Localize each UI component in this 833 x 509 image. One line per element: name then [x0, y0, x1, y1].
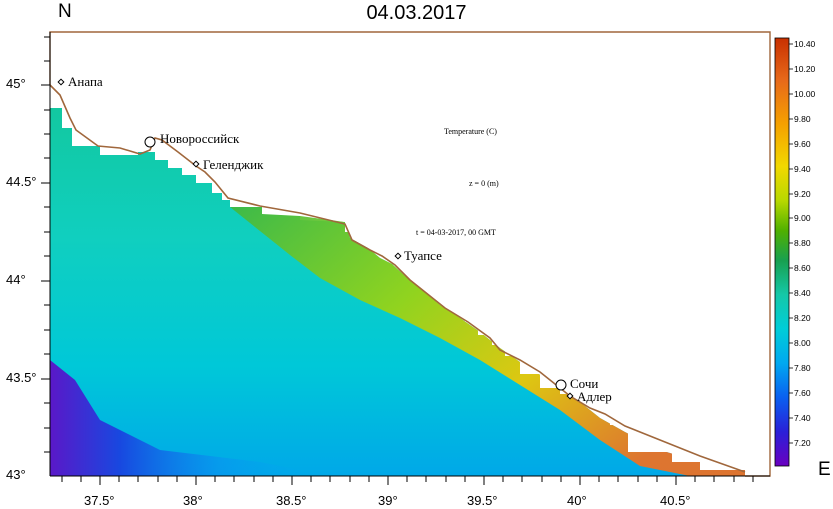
y-tick-label: 44°: [6, 272, 26, 287]
colorbar-label: 8.00: [794, 338, 811, 348]
colorbar-label: 8.40: [794, 288, 811, 298]
colorbar-label: 9.80: [794, 114, 811, 124]
x-tick-label: 38.5°: [276, 493, 307, 508]
adler-marker: [566, 392, 574, 400]
city-label-anapa: Анапа: [68, 74, 103, 89]
colorbar-label: 8.60: [794, 263, 811, 273]
colorbar-label: 9.20: [794, 189, 811, 199]
colorbar-label: 9.40: [794, 164, 811, 174]
colorbar-label: 7.20: [794, 438, 811, 448]
city-label-adler: Адлер: [577, 389, 612, 404]
x-tick-label: 40.5°: [660, 493, 691, 508]
warm-coastal-band: [230, 207, 745, 476]
y-tick-label: 43°: [6, 467, 26, 482]
x-tick-label: 38°: [183, 493, 203, 508]
colorbar-label: 10.40: [794, 39, 816, 49]
colorbar-label: 9.00: [794, 213, 811, 223]
east-label: E: [818, 459, 831, 480]
annotation-time: t = 04-03-2017, 00 GMT: [416, 228, 496, 237]
land-mask: [50, 32, 770, 476]
colorbar-label: 8.20: [794, 313, 811, 323]
city-label-gelendzhik: Геленджик: [203, 157, 264, 172]
novorossiysk-marker: [144, 136, 156, 148]
colorbar-label: 7.60: [794, 388, 811, 398]
colorbar-label: 10.00: [794, 89, 816, 99]
colorbar-label: 7.80: [794, 363, 811, 373]
annotation-variable: Temperature (C): [444, 127, 497, 136]
sochi-marker: [555, 379, 567, 391]
colorbar-label: 10.20: [794, 64, 816, 74]
y-tick-label: 43.5°: [6, 370, 37, 385]
y-tick-label: 44.5°: [6, 174, 37, 189]
colorbar-label: 9.60: [794, 139, 811, 149]
north-label: N: [58, 1, 72, 22]
x-tick-label: 39°: [378, 493, 398, 508]
city-label-tuapse: Туапсе: [404, 248, 442, 263]
colorbar: [774, 37, 790, 467]
anapa-marker: [57, 78, 65, 86]
annotation-depth: z = 0 (m): [469, 179, 499, 188]
x-tick-label: 39.5°: [467, 493, 498, 508]
coastline: [49, 84, 746, 473]
x-tick-marks: [61, 476, 754, 485]
map-title: 04.03.2017: [366, 2, 467, 24]
x-tick-label: 40°: [567, 493, 587, 508]
y-tick-label: 45°: [6, 76, 26, 91]
colorbar-label: 8.80: [794, 238, 811, 248]
y-tick-marks: [41, 36, 50, 453]
tuapse-marker: [394, 252, 402, 260]
x-tick-label: 37.5°: [84, 493, 115, 508]
gelendzhik-marker: [192, 160, 200, 168]
colorbar-ticks: [789, 43, 793, 444]
cold-southwest-region: [50, 360, 330, 476]
colorbar-label: 7.40: [794, 413, 811, 423]
city-label-novorossiysk: Новороссийск: [160, 131, 240, 146]
city-label-sochi: Сочи: [570, 376, 599, 391]
